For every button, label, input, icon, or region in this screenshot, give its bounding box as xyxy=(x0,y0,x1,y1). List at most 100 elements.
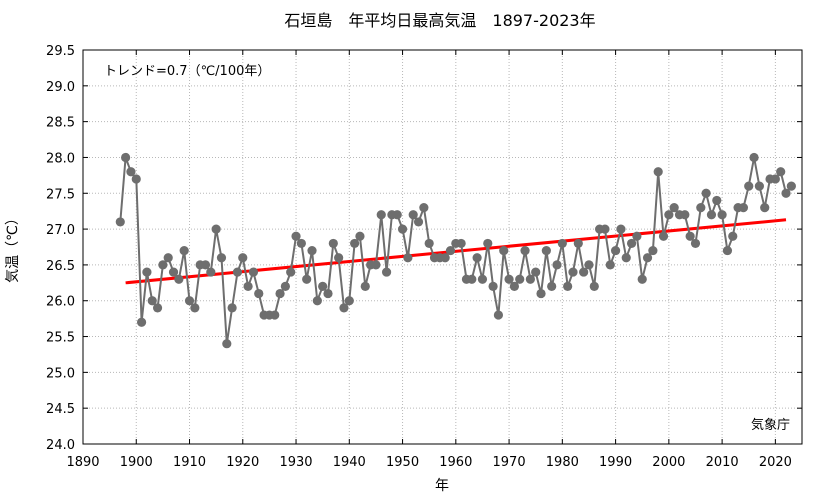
data-point xyxy=(381,267,392,277)
data-point xyxy=(738,203,749,213)
data-point xyxy=(190,303,200,313)
data-point xyxy=(344,296,354,306)
data-point xyxy=(584,260,594,270)
data-point xyxy=(216,253,227,263)
data-point xyxy=(397,224,408,234)
data-point xyxy=(419,203,429,213)
data-point xyxy=(307,245,317,256)
data-point xyxy=(254,288,264,299)
x-tick-label: 2000 xyxy=(652,455,685,470)
data-point xyxy=(563,281,573,291)
data-point xyxy=(200,260,211,270)
data-point xyxy=(323,288,333,299)
chart-title: 石垣島 年平均日最高気温 1897-2023年 xyxy=(284,11,595,30)
data-point xyxy=(184,296,195,306)
x-tick-label: 1960 xyxy=(439,455,472,470)
x-tick-label: 1920 xyxy=(226,455,259,470)
y-tick-label: 29.5 xyxy=(46,44,75,59)
data-point xyxy=(174,274,184,284)
data-point xyxy=(509,281,519,291)
data-point xyxy=(541,245,551,256)
data-point xyxy=(600,224,610,234)
data-point xyxy=(515,274,525,284)
data-point xyxy=(360,281,370,291)
data-point xyxy=(744,181,754,191)
data-point xyxy=(222,339,232,349)
x-axis-label: 年 xyxy=(435,478,449,494)
data-point xyxy=(680,210,690,220)
data-point xyxy=(658,231,669,241)
x-tick-label: 1940 xyxy=(333,455,366,470)
data-point xyxy=(158,260,168,270)
data-point xyxy=(712,195,722,206)
x-tick-label: 2010 xyxy=(706,455,739,470)
data-point xyxy=(121,152,131,163)
data-point xyxy=(334,253,344,263)
data-point xyxy=(312,296,322,306)
data-point xyxy=(243,281,253,291)
data-point xyxy=(270,310,280,320)
data-point xyxy=(754,181,764,191)
data-point xyxy=(403,253,413,263)
data-point xyxy=(499,245,509,256)
data-point xyxy=(493,310,504,320)
data-point xyxy=(568,267,578,277)
tick-layer: 1890 1900 1910 1920 1930 1940 1950 1960 1970 1980… xyxy=(46,44,802,470)
data-point xyxy=(632,231,642,241)
data-point xyxy=(408,210,418,220)
data-point xyxy=(579,267,589,277)
data-point xyxy=(392,210,402,220)
data-point xyxy=(621,253,631,263)
data-point xyxy=(302,274,312,284)
data-point xyxy=(760,203,770,213)
data-point xyxy=(477,274,488,284)
y-axis-label: 気温（℃） xyxy=(5,211,21,283)
y-tick-label: 28.5 xyxy=(46,116,75,131)
y-tick-label: 29.0 xyxy=(46,80,75,95)
trend-label: トレンド=0.7（℃/100年） xyxy=(104,64,270,79)
data-point xyxy=(648,245,658,256)
data-point xyxy=(275,288,285,299)
x-tick-label: 1950 xyxy=(386,455,419,470)
data-point xyxy=(371,260,381,270)
y-tick-label: 25.0 xyxy=(46,366,75,381)
data-point xyxy=(504,274,514,284)
y-tick-label: 27.5 xyxy=(46,187,75,202)
data-point xyxy=(690,238,701,249)
y-tick-label: 26.5 xyxy=(46,259,75,274)
y-tick-label: 25.5 xyxy=(46,331,75,346)
data-point xyxy=(456,238,466,249)
data-point xyxy=(286,267,296,277)
data-point xyxy=(424,238,434,249)
data-point xyxy=(701,188,711,198)
data-point xyxy=(248,267,259,277)
data-point xyxy=(152,303,163,313)
plot-frame xyxy=(82,49,803,445)
data-point xyxy=(179,245,189,256)
data-point xyxy=(557,238,567,249)
data-point xyxy=(339,303,349,313)
data-point xyxy=(467,274,477,284)
data-point xyxy=(781,188,791,198)
data-point xyxy=(206,267,216,277)
data-point xyxy=(328,238,338,249)
data-point xyxy=(605,260,615,270)
x-tick-label: 1910 xyxy=(173,455,206,470)
data-point xyxy=(536,288,546,299)
data-point xyxy=(163,253,173,263)
data-point xyxy=(115,217,125,227)
data-point xyxy=(147,296,157,306)
data-point xyxy=(280,281,290,291)
data-point xyxy=(669,203,679,213)
series-layer xyxy=(115,152,796,349)
data-point xyxy=(376,210,386,220)
data-point xyxy=(142,267,152,277)
data-point xyxy=(786,181,796,191)
data-point xyxy=(355,231,365,241)
data-point xyxy=(664,210,674,220)
data-point xyxy=(483,238,493,249)
x-tick-label: 1890 xyxy=(66,455,99,470)
data-point xyxy=(211,224,221,234)
data-point xyxy=(472,253,482,263)
